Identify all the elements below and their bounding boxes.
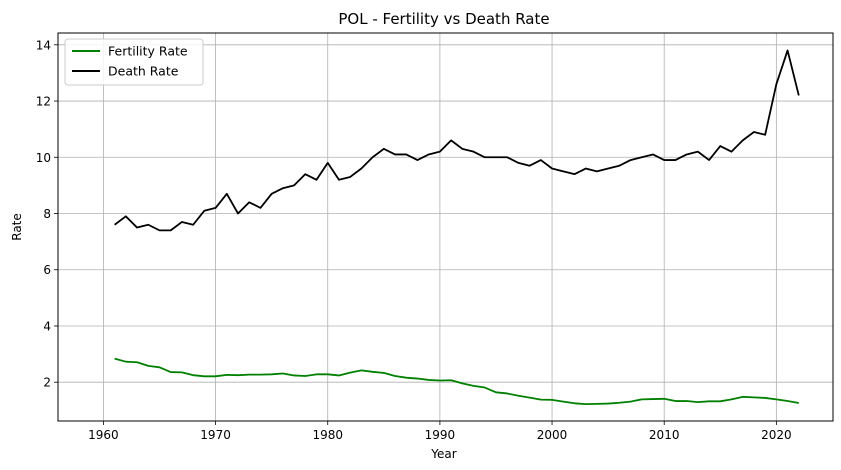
series-line-death-rate — [114, 49, 800, 232]
legend-label-death-rate: Death Rate — [108, 64, 179, 79]
y-tick-label-4: 4 — [43, 319, 51, 333]
x-tick-label-1960: 1960 — [88, 428, 119, 442]
x-tick-label-1980: 1980 — [312, 428, 343, 442]
x-axis: 1960 1970 1980 1990 2000 2010 2020 — [88, 421, 792, 442]
series-line-fertility-rate — [114, 357, 799, 406]
y-axis-label: Rate — [10, 213, 24, 241]
y-tick-label-14: 14 — [36, 38, 51, 52]
legend-label-fertility-rate: Fertility Rate — [108, 44, 188, 59]
y-tick-label-12: 12 — [36, 95, 51, 109]
grid — [58, 33, 833, 421]
y-tick-label-6: 6 — [43, 263, 51, 277]
y-axis: 2 4 6 8 10 12 14 — [36, 38, 58, 390]
y-tick-label-8: 8 — [43, 207, 51, 221]
x-tick-label-2020: 2020 — [761, 428, 792, 442]
x-tick-label-1990: 1990 — [425, 428, 456, 442]
y-tick-label-2: 2 — [43, 376, 51, 390]
chart-title: POL - Fertility vs Death Rate — [338, 10, 549, 28]
plot-frame — [57, 32, 834, 422]
legend: Fertility Rate Death Rate — [64, 38, 204, 86]
x-tick-label-1970: 1970 — [200, 428, 231, 442]
series-layer — [114, 49, 800, 406]
x-axis-label: Year — [430, 447, 456, 461]
x-tick-label-2010: 2010 — [649, 428, 680, 442]
y-tick-label-10: 10 — [36, 151, 51, 165]
x-tick-label-2000: 2000 — [537, 428, 568, 442]
